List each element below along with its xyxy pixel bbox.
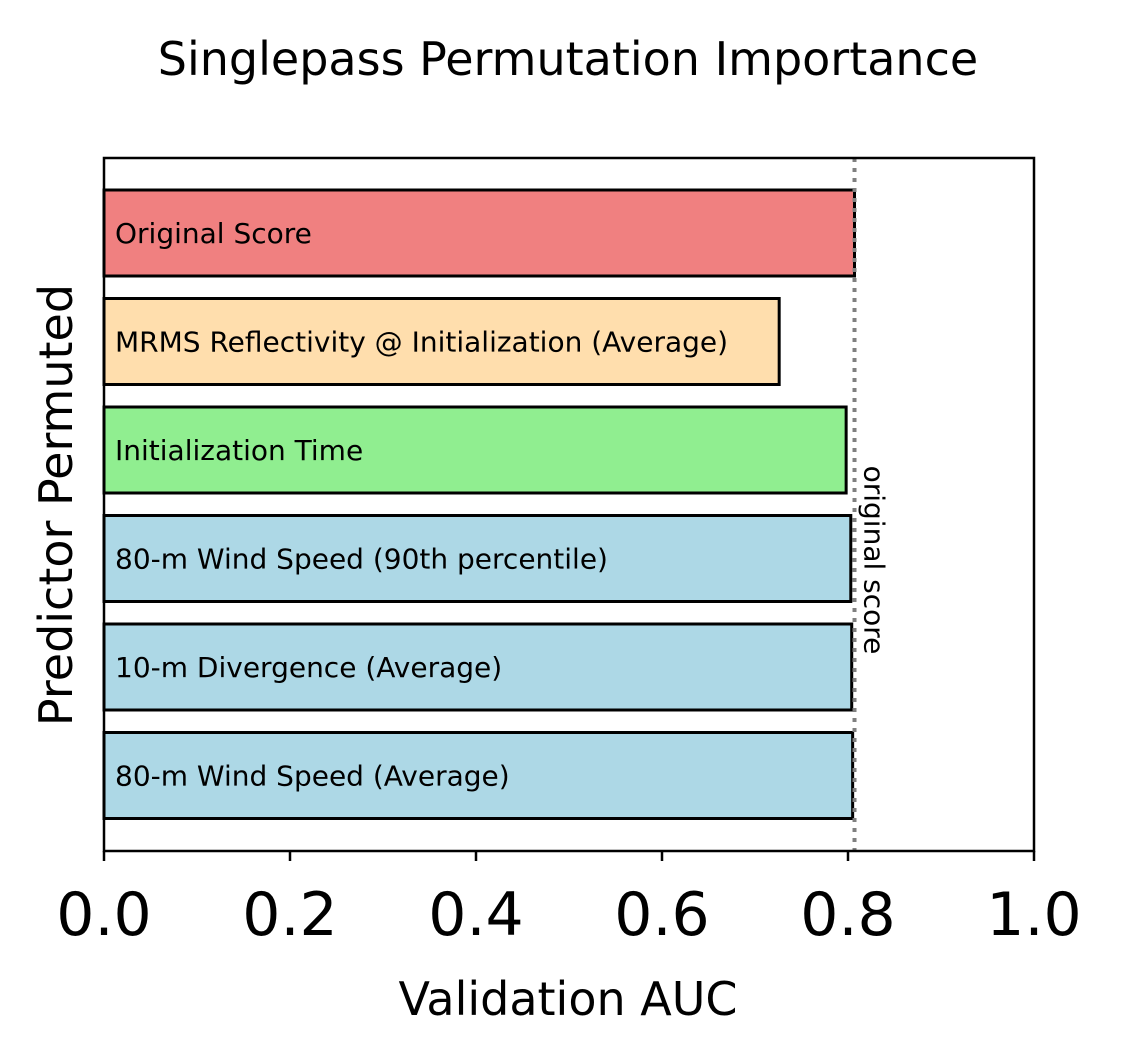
x-tick-label: 1.0 <box>986 880 1081 950</box>
bar-label: 80-m Wind Speed (90th percentile) <box>115 543 608 576</box>
bar <box>102 622 854 712</box>
bar <box>102 188 857 278</box>
bar-label: 80-m Wind Speed (Average) <box>115 760 510 793</box>
plot-frame <box>102 156 1036 853</box>
x-tick-label: 0.0 <box>56 880 151 950</box>
chart-title: Singlepass Permutation Importance <box>158 32 978 86</box>
plot-area: Original Score MRMS Reflectivity @ Initia… <box>56 156 1082 950</box>
bar <box>102 514 853 603</box>
bar <box>102 297 781 386</box>
bar <box>102 405 848 495</box>
bar-label: Original Score <box>115 217 312 250</box>
x-tick-label: 0.4 <box>428 880 523 950</box>
x-axis-title: Validation AUC <box>398 972 737 1026</box>
bar-label: 10-m Divergence (Average) <box>115 651 502 684</box>
reference-line-label: original score <box>858 466 891 655</box>
bar-label: MRMS Reflectivity @ Initialization (Aver… <box>115 326 728 359</box>
y-axis-title: Predictor Permuted <box>29 284 83 726</box>
x-tick-label: 0.6 <box>614 880 709 950</box>
x-tick-label: 0.8 <box>800 880 895 950</box>
bar-label: Initialization Time <box>115 434 363 467</box>
x-tick-label: 0.2 <box>242 880 337 950</box>
